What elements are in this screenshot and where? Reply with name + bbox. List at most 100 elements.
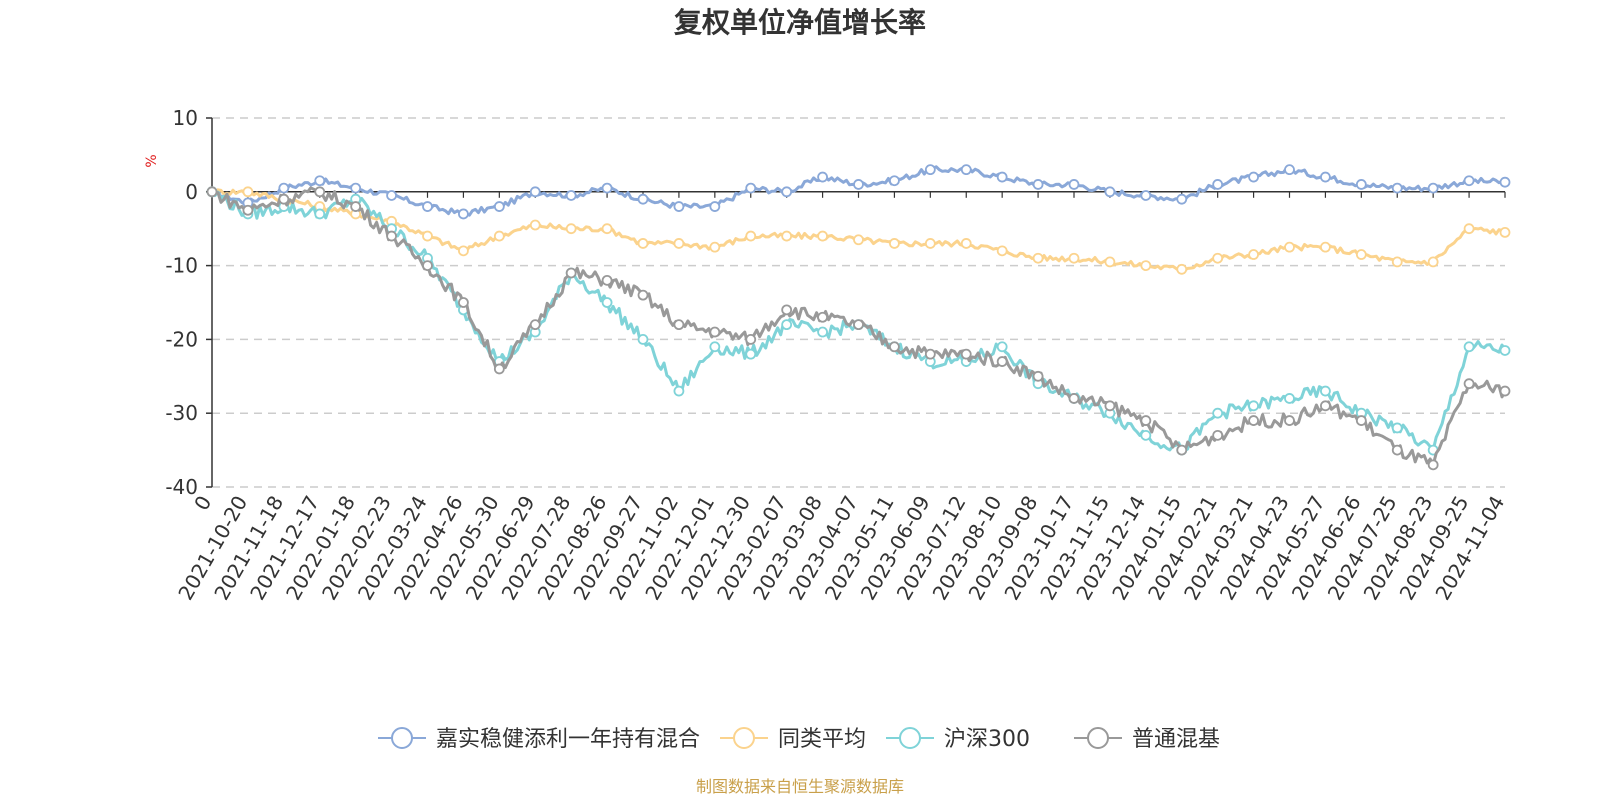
- legend-marker: [733, 727, 755, 749]
- data-point-1: [529, 219, 541, 231]
- data-point-2: [996, 341, 1008, 353]
- data-point-0: [889, 175, 900, 187]
- data-point-3: [1104, 400, 1116, 412]
- data-point-3: [278, 193, 290, 205]
- data-point-1: [1391, 256, 1403, 268]
- data-point-1: [1463, 223, 1475, 235]
- data-point-0: [1355, 179, 1367, 190]
- data-point-2: [1284, 393, 1295, 404]
- y-tick-label: -40: [165, 475, 198, 499]
- data-point-0: [960, 164, 972, 176]
- data-point-0: [1248, 171, 1259, 183]
- data-point-3: [386, 230, 397, 242]
- data-point-3: [1212, 429, 1224, 441]
- data-point-1: [601, 223, 613, 235]
- data-point-1: [565, 223, 577, 235]
- data-point-3: [242, 204, 254, 216]
- data-point-2: [1140, 429, 1152, 441]
- data-point-2: [1391, 422, 1403, 434]
- legend-item[interactable]: 嘉实稳健添利一年持有混合: [378, 727, 700, 752]
- data-point-1: [1176, 263, 1188, 275]
- data-point-3: [206, 186, 218, 198]
- data-point-0: [1463, 175, 1475, 187]
- data-point-1: [889, 238, 900, 249]
- data-point-3: [673, 319, 685, 331]
- data-point-3: [1032, 370, 1044, 382]
- data-point-0: [1068, 179, 1080, 190]
- legend-item[interactable]: 普通混基: [1074, 727, 1220, 752]
- data-point-3: [745, 333, 757, 345]
- data-point-3: [817, 311, 828, 323]
- data-point-1: [1212, 252, 1224, 264]
- data-point-0: [565, 190, 577, 201]
- data-point-2: [1320, 385, 1331, 397]
- data-point-3: [1463, 378, 1475, 390]
- data-point-2: [1212, 407, 1224, 419]
- legend[interactable]: 嘉实稳健添利一年持有混合 同类平均 沪深300 普通混基: [378, 727, 1220, 752]
- data-point-3: [1355, 415, 1367, 426]
- data-point-3: [601, 274, 613, 286]
- legend-label: 沪深300: [944, 727, 1030, 752]
- data-point-0: [996, 171, 1008, 183]
- data-source-note: 制图数据来自恒生聚源数据库: [696, 777, 904, 796]
- data-point-3: [1176, 444, 1188, 456]
- data-point-3: [1391, 444, 1403, 456]
- data-point-3: [1068, 393, 1080, 404]
- data-point-3: [1499, 385, 1511, 397]
- data-point-0: [637, 193, 649, 205]
- data-point-0: [1499, 176, 1511, 188]
- y-tick-label: -30: [165, 401, 198, 425]
- data-point-0: [853, 179, 864, 190]
- chart-title: 复权单位净值增长率: [674, 6, 926, 39]
- data-point-3: [996, 356, 1008, 367]
- legend-item[interactable]: 沪深300: [886, 727, 1030, 752]
- data-point-0: [1320, 171, 1331, 183]
- y-tick-label: 0: [185, 180, 198, 204]
- data-point-1: [1427, 256, 1439, 268]
- data-point-3: [889, 341, 900, 353]
- data-point-3: [493, 363, 505, 375]
- data-point-1: [1032, 252, 1044, 264]
- data-point-3: [924, 348, 936, 360]
- data-point-1: [781, 230, 793, 242]
- data-point-0: [1176, 193, 1188, 205]
- axes: 100-10-20-30-4002021-10-202021-11-182021…: [165, 106, 1509, 604]
- data-point-1: [924, 238, 936, 249]
- data-point-1: [673, 238, 685, 249]
- data-point-2: [1248, 400, 1259, 412]
- data-point-1: [1355, 249, 1367, 260]
- data-point-1: [1068, 252, 1080, 264]
- data-point-2: [673, 385, 685, 397]
- data-point-0: [493, 201, 505, 212]
- legend-label: 普通混基: [1132, 727, 1220, 752]
- y-axis-unit: %: [144, 154, 160, 167]
- legend-item[interactable]: 同类平均: [720, 727, 866, 752]
- data-point-0: [1104, 186, 1116, 198]
- x-tick-label: 0: [189, 492, 216, 515]
- data-point-1: [458, 245, 469, 257]
- data-point-1: [709, 241, 721, 253]
- data-point-3: [637, 289, 649, 301]
- data-point-3: [1140, 415, 1152, 426]
- data-point-2: [601, 297, 613, 308]
- data-point-0: [458, 208, 469, 220]
- data-point-3: [709, 326, 721, 338]
- legend-label: 同类平均: [778, 727, 866, 752]
- data-point-0: [1391, 182, 1403, 194]
- data-point-3: [1320, 400, 1331, 412]
- data-point-0: [1284, 164, 1295, 176]
- data-point-1: [817, 230, 828, 242]
- data-point-0: [601, 182, 613, 194]
- y-tick-label: -10: [165, 254, 198, 278]
- data-point-1: [996, 245, 1008, 257]
- data-point-3: [529, 319, 541, 331]
- series-line-0: [211, 165, 1506, 217]
- data-point-0: [1427, 182, 1439, 194]
- data-point-0: [422, 201, 433, 212]
- legend-marker: [899, 727, 921, 749]
- data-point-3: [1284, 415, 1295, 426]
- data-point-3: [565, 267, 577, 279]
- data-point-0: [709, 201, 721, 212]
- data-point-1: [960, 238, 972, 249]
